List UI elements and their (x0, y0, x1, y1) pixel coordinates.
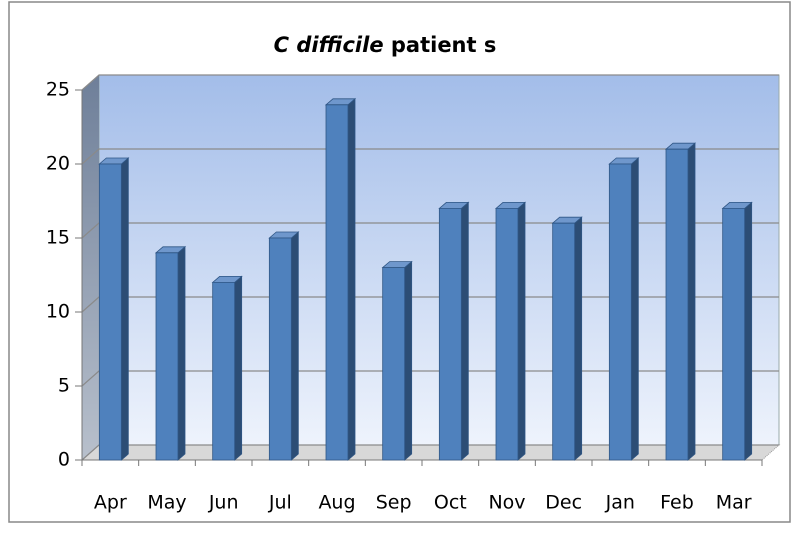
x-tick-label: Aug (318, 492, 355, 514)
bar (721, 201, 753, 461)
bar-front (212, 281, 236, 461)
bar (438, 201, 470, 461)
bar-side (687, 142, 696, 461)
bar-side (630, 157, 639, 461)
bar-front (552, 222, 576, 461)
bar-side (404, 260, 413, 461)
bar-front (98, 163, 122, 461)
bar (664, 142, 697, 461)
bar-side (517, 201, 526, 461)
x-tick-label: Jul (268, 492, 292, 514)
x-tick-label: Oct (434, 492, 467, 514)
bar-side (460, 201, 469, 461)
y-tick-label: 0 (58, 449, 70, 471)
x-tick-label: Jun (208, 492, 239, 514)
bar (494, 201, 527, 461)
bar-front (438, 207, 462, 461)
bar-side (290, 231, 299, 461)
bar-front (155, 252, 179, 461)
bar (98, 157, 130, 461)
bar-front (382, 267, 406, 461)
x-tick-label: Apr (94, 492, 127, 514)
bar-front (608, 163, 632, 461)
x-tick-label: Dec (545, 492, 582, 514)
x-tick-label: May (147, 492, 186, 514)
bar-side (744, 201, 753, 461)
bar-front (722, 207, 746, 461)
bar-front (495, 207, 519, 461)
x-tick-label: Mar (716, 492, 752, 514)
bar-side (347, 97, 356, 461)
x-tick-label: Sep (376, 492, 412, 514)
y-tick-label: 25 (46, 79, 70, 101)
title-italic: C difficile (274, 33, 384, 57)
bar-front (325, 104, 349, 461)
bar-front (665, 148, 689, 461)
bar-side (177, 245, 186, 461)
y-tick-label: 20 (46, 153, 70, 175)
bar (211, 275, 243, 461)
bar-side (120, 157, 129, 461)
bar (381, 260, 413, 461)
bar (154, 245, 187, 461)
grid-line (81, 74, 779, 91)
bar (324, 97, 357, 461)
y-tick-label: 15 (46, 227, 70, 249)
bar (551, 216, 583, 461)
chart-title: C difficile patient s (274, 33, 497, 57)
x-tick-label: Jan (605, 492, 635, 514)
title-bold: patient s (391, 33, 496, 57)
bar-front (268, 237, 292, 461)
x-tick-label: Feb (660, 492, 694, 514)
bar (608, 157, 640, 461)
grid-line (81, 148, 779, 165)
bar-side (234, 275, 243, 461)
x-tick-label: Nov (488, 492, 525, 514)
side-wall (82, 75, 99, 460)
y-tick-label: 5 (58, 375, 70, 397)
bar-side (574, 216, 583, 461)
y-tick-label: 10 (46, 301, 70, 323)
bar (268, 231, 300, 461)
